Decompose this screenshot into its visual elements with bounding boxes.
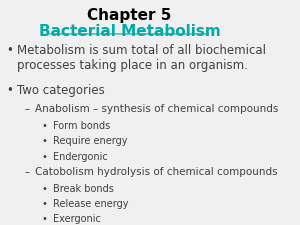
Text: Form bonds: Form bonds xyxy=(52,122,110,131)
Text: •: • xyxy=(41,122,47,131)
Text: •: • xyxy=(7,84,14,97)
Text: Exergonic: Exergonic xyxy=(52,214,100,224)
Text: Release energy: Release energy xyxy=(52,199,128,209)
Text: •: • xyxy=(41,137,47,146)
Text: •: • xyxy=(41,214,47,224)
Text: Endergonic: Endergonic xyxy=(52,152,107,162)
Text: •: • xyxy=(41,184,47,194)
Text: Chapter 5: Chapter 5 xyxy=(87,8,172,23)
Text: Break bonds: Break bonds xyxy=(52,184,113,194)
Text: Metabolism is sum total of all biochemical
processes taking place in an organism: Metabolism is sum total of all biochemic… xyxy=(17,44,266,72)
Text: Two categories: Two categories xyxy=(17,84,104,97)
Text: Bacterial Metabolism: Bacterial Metabolism xyxy=(39,25,220,39)
Text: Anabolism – synthesis of chemical compounds: Anabolism – synthesis of chemical compou… xyxy=(35,104,278,114)
Text: •: • xyxy=(41,152,47,162)
Text: –: – xyxy=(24,104,30,114)
Text: Catobolism hydrolysis of chemical compounds: Catobolism hydrolysis of chemical compou… xyxy=(35,167,277,177)
Text: Require energy: Require energy xyxy=(52,137,127,146)
Text: •: • xyxy=(41,199,47,209)
Text: –: – xyxy=(24,167,30,177)
Text: •: • xyxy=(7,44,14,57)
